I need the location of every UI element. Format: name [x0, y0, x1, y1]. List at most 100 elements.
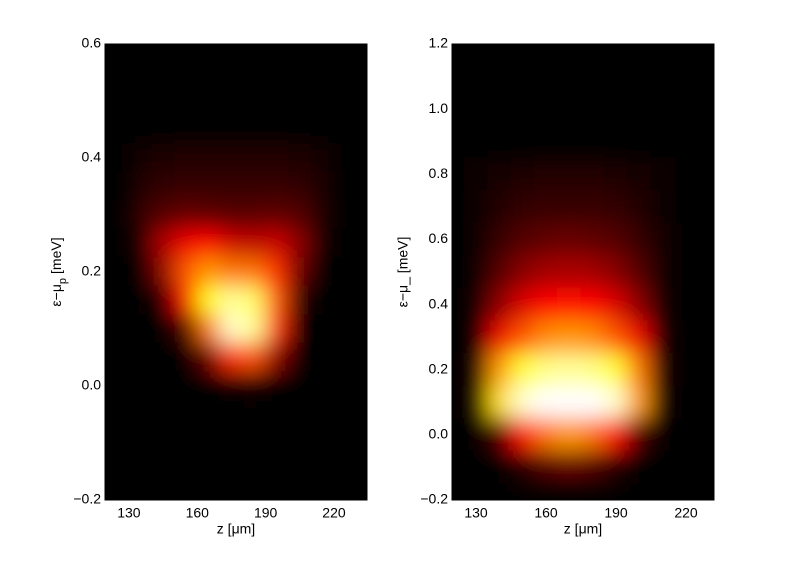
heat-cell: [580, 418, 605, 452]
heat-cell: [580, 352, 605, 387]
heat-cell: [580, 157, 605, 192]
heat-cell: [151, 314, 175, 344]
heat-cell: [128, 200, 153, 230]
heat-cell: [287, 200, 312, 230]
y-axis-label: ε−μp [meV]: [48, 237, 69, 306]
heat-cell: [128, 171, 153, 202]
heat-cell: [650, 418, 675, 452]
heat-cell: [463, 190, 489, 224]
heat-cell: [310, 200, 335, 230]
heat-cell: [128, 257, 153, 287]
heat-cell: [533, 190, 559, 224]
x-tick-label: 160: [186, 505, 210, 521]
y-tick-label: 0.0: [429, 426, 449, 442]
heat-cell: [173, 143, 198, 173]
heat-cell: [128, 143, 153, 173]
heat-cell: [627, 255, 652, 289]
y-tick-label: 0.2: [82, 263, 102, 279]
heat-cell: [487, 320, 512, 354]
heat-cell: [265, 143, 289, 173]
y-tick-label: 0.4: [82, 149, 102, 165]
heat-cell: [196, 171, 221, 202]
heat-cell: [265, 200, 289, 230]
heat-cell: [173, 114, 198, 145]
heat-cell: [603, 157, 629, 192]
heat-cell: [533, 450, 559, 485]
heat-cell: [173, 200, 198, 230]
heat-cell: [487, 450, 512, 485]
heat-cell: [287, 342, 312, 373]
heat-cell: [557, 450, 582, 485]
heat-cell: [603, 222, 629, 257]
y-tick-label: 0.0: [82, 377, 102, 393]
heat-cell: [627, 222, 652, 257]
x-tick-label: 190: [604, 505, 628, 521]
heat-cell: [463, 320, 489, 354]
y-tick-label: −0.2: [420, 491, 448, 507]
y-tick-label: 0.6: [82, 35, 102, 51]
heat-cell: [557, 418, 582, 452]
heat-cell: [463, 287, 489, 322]
heat-cell: [219, 171, 244, 202]
heat-cell: [128, 114, 153, 145]
heat-cell: [196, 200, 221, 230]
y-tick-label: 0.2: [429, 360, 449, 376]
x-tick-label: 160: [534, 505, 558, 521]
heat-cell: [650, 385, 675, 420]
heat-cell: [151, 228, 175, 259]
heatmap: [463, 157, 675, 485]
heat-cell: [627, 190, 652, 224]
heat-cell: [196, 143, 221, 173]
heat-cell: [242, 342, 267, 373]
heat-cell: [463, 418, 489, 452]
heat-cell: [151, 342, 175, 373]
heat-cell: [219, 314, 244, 344]
heat-cell: [310, 314, 335, 344]
heat-cell: [242, 200, 267, 230]
heat-cell: [310, 342, 335, 373]
heat-cell: [463, 385, 489, 420]
heat-cell: [242, 371, 267, 401]
heat-cell: [196, 314, 221, 344]
heat-cell: [650, 222, 675, 257]
heat-cell: [151, 114, 175, 145]
heat-cell: [650, 190, 675, 224]
x-tick-label: 130: [464, 505, 488, 521]
heat-cell: [310, 171, 335, 202]
heat-cell: [557, 320, 582, 354]
heat-cell: [627, 287, 652, 322]
heat-cell: [219, 285, 244, 316]
heat-cell: [219, 257, 244, 287]
heat-cell: [242, 228, 267, 259]
heat-cell: [173, 228, 198, 259]
heat-cell: [487, 255, 512, 289]
heat-cell: [242, 285, 267, 316]
y-axis-label-part: ε−μ: [48, 284, 64, 306]
heat-cell: [463, 352, 489, 387]
heat-cell: [463, 222, 489, 257]
heat-cell: [151, 200, 175, 230]
heat-cell: [173, 371, 198, 401]
heat-cell: [533, 222, 559, 257]
heat-cell: [580, 320, 605, 354]
heat-cell: [219, 342, 244, 373]
heat-cell: [557, 352, 582, 387]
heat-cell: [151, 171, 175, 202]
heat-cell: [265, 371, 289, 401]
heat-cell: [287, 143, 312, 173]
heat-cell: [151, 285, 175, 316]
heat-cell: [533, 287, 559, 322]
heat-cell: [242, 257, 267, 287]
heat-cell: [650, 320, 675, 354]
heat-cell: [627, 418, 652, 452]
heat-cell: [487, 287, 512, 322]
heat-cell: [219, 143, 244, 173]
plot-frame: [451, 43, 715, 501]
heat-cell: [173, 285, 198, 316]
heat-cell: [487, 157, 512, 192]
heat-cell: [265, 171, 289, 202]
x-tick-label: 130: [117, 505, 141, 521]
heat-cell: [128, 228, 153, 259]
heat-cell: [219, 371, 244, 401]
heat-cell: [603, 418, 629, 452]
